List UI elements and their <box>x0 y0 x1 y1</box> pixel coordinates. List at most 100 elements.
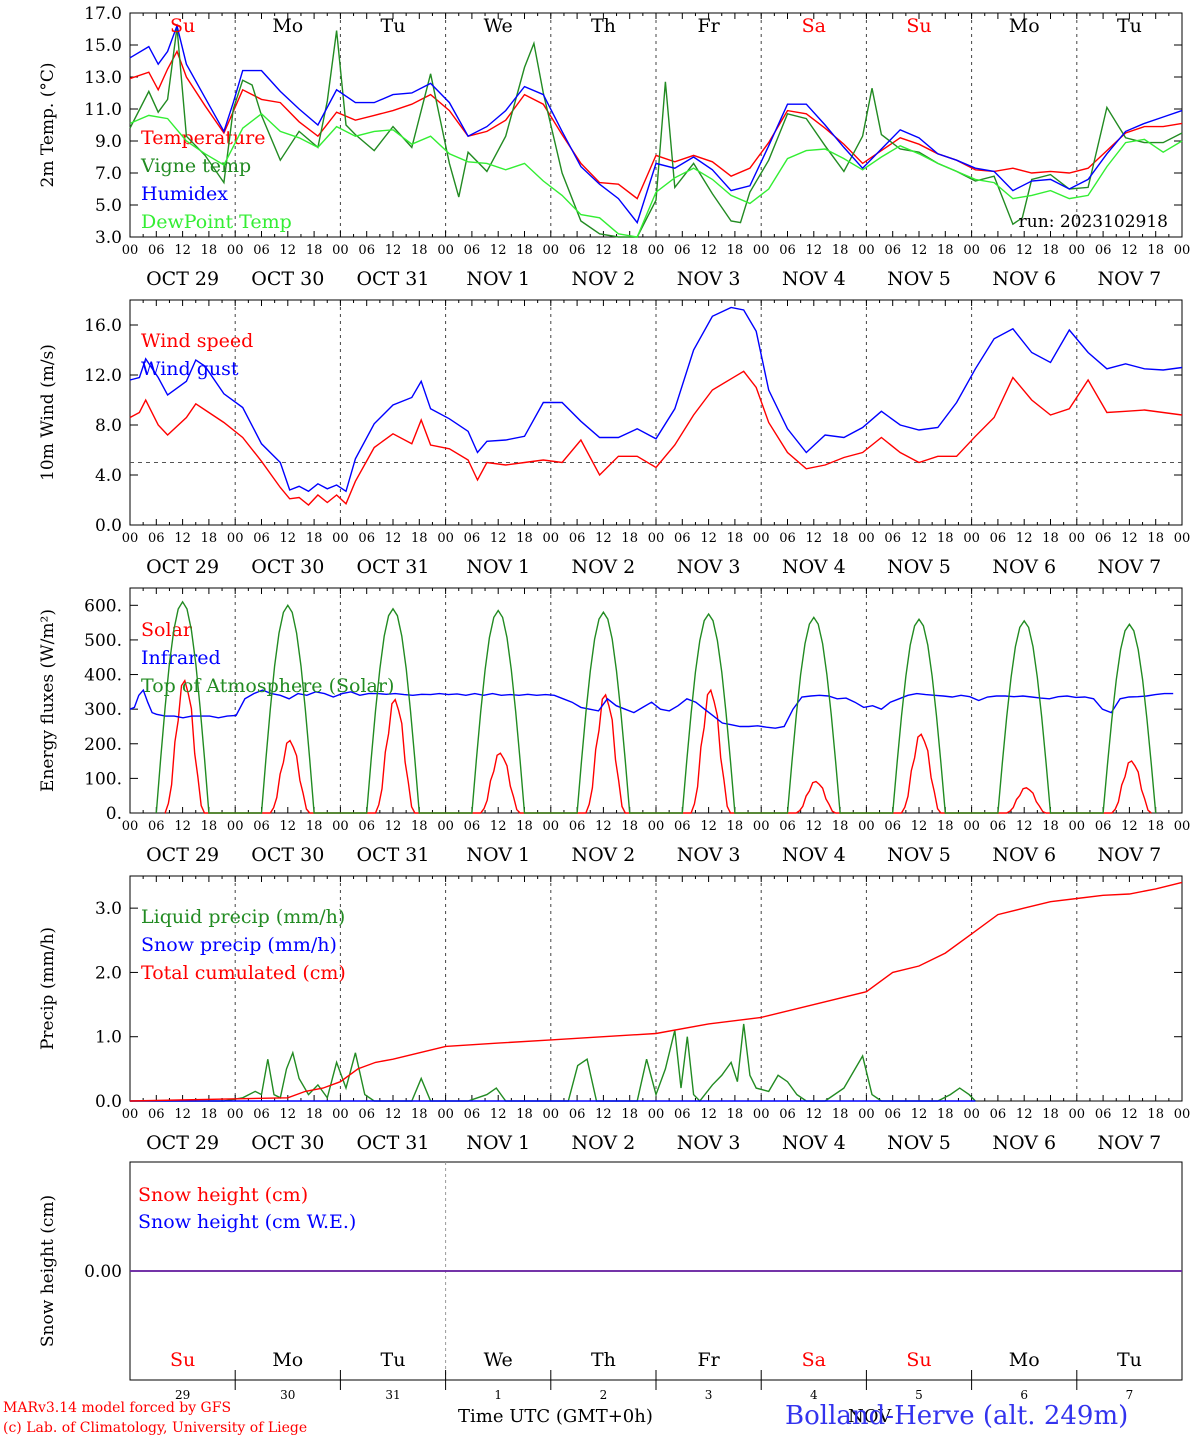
y-tick-label: 300. <box>84 700 122 720</box>
date-label: NOV 7 <box>1098 556 1162 578</box>
hour-tick-label: 18 <box>937 243 954 258</box>
y-tick-label: 2.0 <box>95 963 122 983</box>
legend-entry: Wind gust <box>141 358 239 380</box>
hour-tick-label: 06 <box>253 531 270 546</box>
weekday-label: Mo <box>1009 15 1040 37</box>
hour-tick-label: 18 <box>306 243 323 258</box>
hour-tick-label: 06 <box>464 243 481 258</box>
day-number-label: 2 <box>600 1388 608 1402</box>
date-label: OCT 31 <box>356 844 429 866</box>
legend-entry: Snow height (cm W.E.) <box>138 1211 356 1233</box>
date-label: OCT 29 <box>146 268 219 290</box>
hour-tick-label: 00 <box>963 531 980 546</box>
hour-tick-label: 06 <box>1095 1107 1112 1122</box>
hour-tick-label: 00 <box>1069 819 1086 834</box>
hour-tick-label: 06 <box>779 819 796 834</box>
hour-tick-label: 00 <box>1174 1107 1191 1122</box>
hour-tick-label: 00 <box>1174 531 1191 546</box>
series-line <box>129 23 1183 225</box>
hour-tick-label: 00 <box>122 243 139 258</box>
y-tick-label: 7.0 <box>95 164 122 184</box>
station-title: Bolland-Herve (alt. 249m) <box>785 1401 1129 1431</box>
day-number-label: 1 <box>494 1388 502 1402</box>
series-line <box>129 370 1183 506</box>
day-number-label: 6 <box>1020 1388 1028 1402</box>
hour-tick-label: 12 <box>911 819 928 834</box>
hour-tick-label: 00 <box>963 243 980 258</box>
hour-tick-label: 00 <box>648 531 665 546</box>
y-tick-label: 400. <box>84 666 122 686</box>
hour-tick-label: 00 <box>1069 531 1086 546</box>
hour-tick-label: 12 <box>490 1107 507 1122</box>
date-label: OCT 29 <box>146 844 219 866</box>
hour-tick-label: 00 <box>122 531 139 546</box>
date-label: NOV 1 <box>466 268 530 290</box>
legend-entry: Temperature <box>141 127 265 149</box>
model-credit: MARv3.14 model forced by GFS <box>3 1400 232 1416</box>
hour-tick-label: 12 <box>490 243 507 258</box>
hour-tick-label: 18 <box>306 819 323 834</box>
panel-1: 00 06 12 18 00 06 12 18 00 06 12 18 00 06 12 18 00 06 12 18… <box>38 4 1190 290</box>
hour-tick-label: 18 <box>1147 531 1164 546</box>
hour-tick-label: 06 <box>148 243 165 258</box>
date-label: NOV 3 <box>677 1132 741 1154</box>
legend-entry: Top of Atmosphere (Solar) <box>141 675 394 697</box>
y-axis-label: 10m Wind (m/s) <box>38 344 58 481</box>
series-line <box>130 1023 976 1103</box>
hour-tick-label: 18 <box>516 819 533 834</box>
hour-tick-label: 12 <box>280 243 297 258</box>
hour-tick-label: 00 <box>227 1107 244 1122</box>
hour-tick-label: 00 <box>122 1107 139 1122</box>
y-axis-label: Precip (mm/h) <box>38 927 58 1050</box>
hour-tick-label: 18 <box>727 1107 744 1122</box>
hour-tick-label: 06 <box>674 531 691 546</box>
date-label: NOV 5 <box>887 844 951 866</box>
hour-tick-label: 12 <box>385 1107 402 1122</box>
y-tick-label: 500. <box>84 631 122 651</box>
hour-tick-label: 18 <box>306 531 323 546</box>
hour-tick-label: 00 <box>963 1107 980 1122</box>
y-tick-label: 0.0 <box>95 1092 122 1112</box>
hour-tick-label: 00 <box>332 531 349 546</box>
hour-tick-label: 00 <box>1069 1107 1086 1122</box>
hour-tick-label: 00 <box>1174 819 1191 834</box>
weekday-label: Tu <box>1117 15 1142 37</box>
hour-tick-label: 06 <box>148 1107 165 1122</box>
hour-tick-label: 18 <box>727 819 744 834</box>
date-label: OCT 31 <box>356 268 429 290</box>
date-label: NOV 3 <box>677 268 741 290</box>
y-tick-label: 9.0 <box>95 132 122 152</box>
day-number-label: 29 <box>175 1388 190 1402</box>
hour-tick-label: 18 <box>516 531 533 546</box>
y-axis-label: 2m Temp. (°C) <box>38 62 58 187</box>
hour-tick-label: 18 <box>937 531 954 546</box>
hour-tick-label: 00 <box>858 1107 875 1122</box>
date-label: NOV 6 <box>992 268 1056 290</box>
hour-tick-label: 00 <box>753 531 770 546</box>
y-tick-label: 0.0 <box>95 516 122 536</box>
hour-tick-label: 12 <box>806 819 823 834</box>
hour-tick-label: 18 <box>1042 1107 1059 1122</box>
hour-tick-label: 12 <box>1121 819 1138 834</box>
hour-tick-label: 12 <box>1121 243 1138 258</box>
hour-tick-label: 00 <box>332 243 349 258</box>
weekday-label: Su <box>170 15 195 37</box>
y-tick-label: 13.0 <box>84 68 122 88</box>
hour-tick-label: 06 <box>674 819 691 834</box>
date-label: NOV 3 <box>677 844 741 866</box>
hour-tick-label: 12 <box>1016 531 1033 546</box>
series-line <box>129 688 1174 729</box>
date-label: NOV 5 <box>887 1132 951 1154</box>
weekday-label: Th <box>591 15 616 37</box>
hour-tick-label: 12 <box>911 531 928 546</box>
date-label: NOV 4 <box>782 556 846 578</box>
hour-tick-label: 06 <box>148 531 165 546</box>
day-number-label: 3 <box>705 1388 713 1402</box>
hour-tick-label: 12 <box>1016 1107 1033 1122</box>
hour-tick-label: 12 <box>1016 819 1033 834</box>
date-label: OCT 29 <box>146 556 219 578</box>
hour-tick-label: 12 <box>700 531 717 546</box>
hour-tick-label: 06 <box>990 819 1007 834</box>
legend-entry: Total cumulated (cm) <box>141 962 346 984</box>
